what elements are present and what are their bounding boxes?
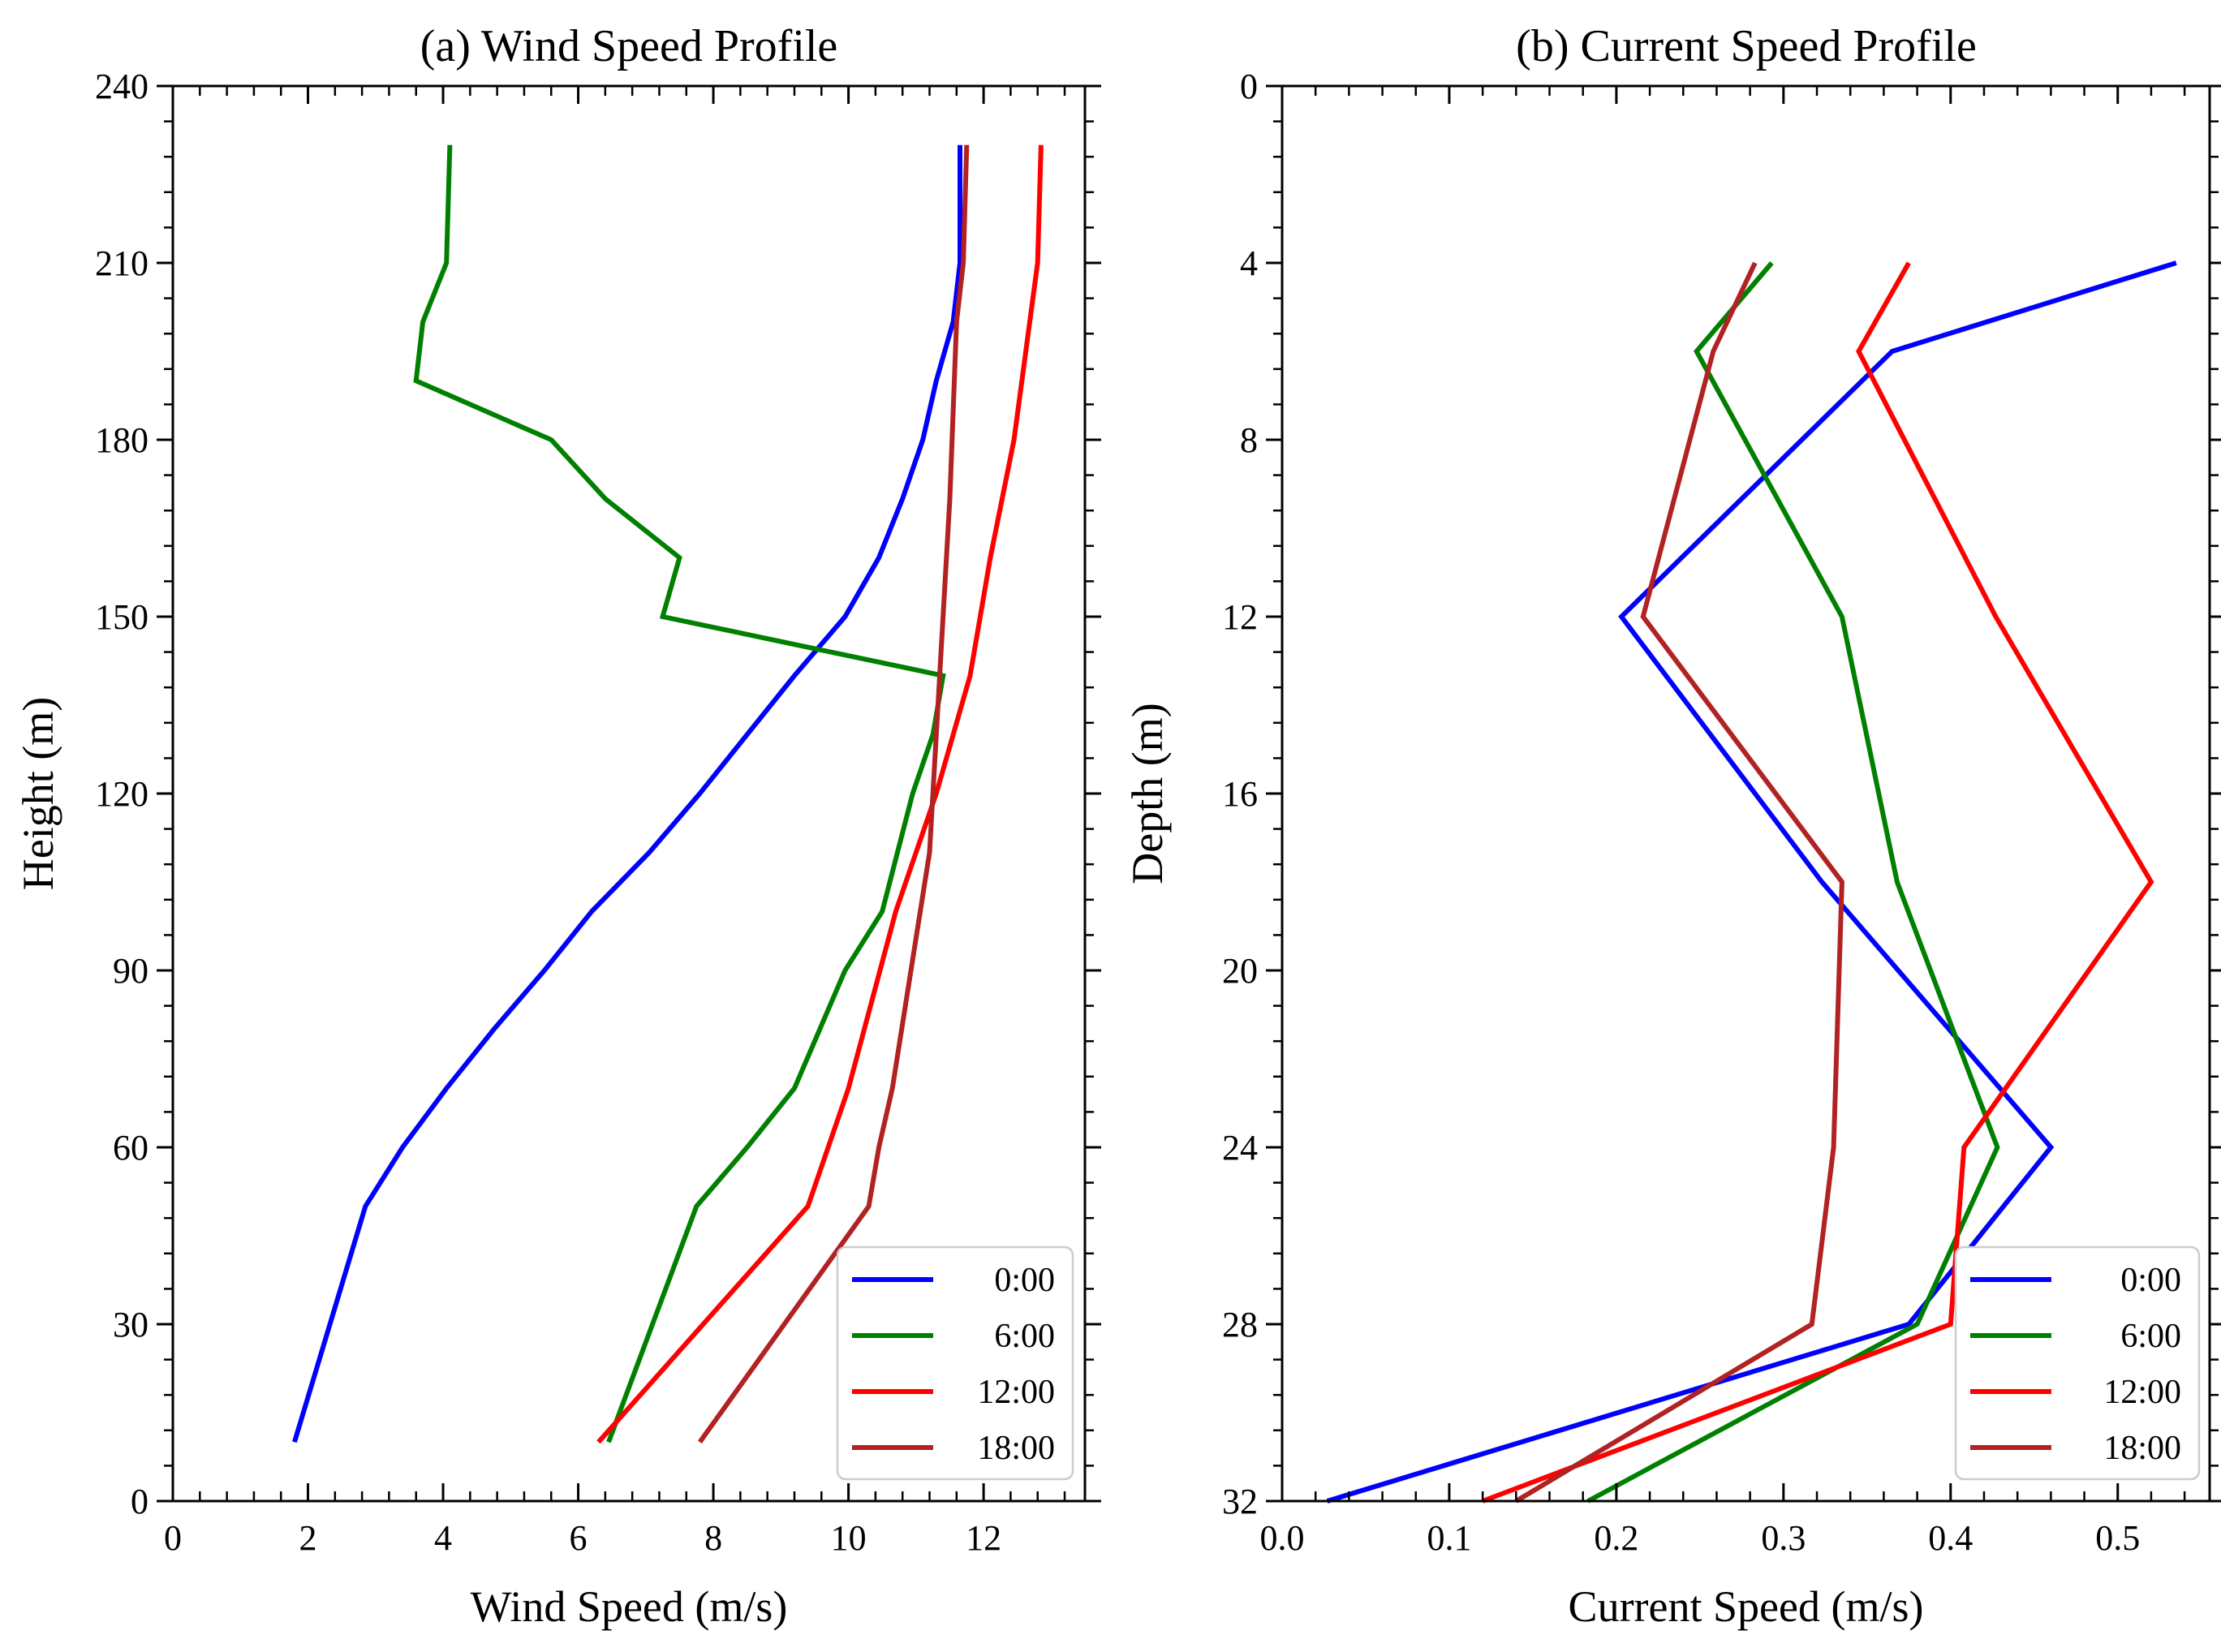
y-tick-label: 32	[1222, 1482, 1258, 1521]
x-tick-label: 0.3	[1761, 1518, 1806, 1558]
y-tick-label: 16	[1222, 774, 1258, 814]
x-tick-label: 6	[570, 1518, 588, 1558]
panel-current-speed: 0.0 0.1 0.2 0.3 0.4 0.5 0 4 8 12 16 20 24 28 32 (b) Cur…	[1123, 21, 2221, 1631]
legend-label: 18:00	[2103, 1430, 2181, 1467]
legend-box	[1954, 1245, 2201, 1481]
y-tick-label: 180	[95, 420, 148, 460]
y-tick-label: 8	[1240, 420, 1258, 460]
legend-label: 6:00	[994, 1318, 1055, 1355]
series-line-000	[292, 144, 962, 1443]
legend: 0:00 6:00 12:00 18:00	[1954, 1245, 2201, 1481]
y-tick-label: 120	[95, 774, 148, 814]
y-tick-label: 20	[1222, 951, 1258, 991]
chart-title: (b) Current Speed Profile	[1516, 21, 1977, 71]
legend-label: 12:00	[977, 1374, 1055, 1411]
x-axis-label: Current Speed (m/s)	[1569, 1582, 1924, 1631]
y-tick-label: 4	[1240, 243, 1258, 283]
legend-label: 18:00	[977, 1430, 1055, 1467]
series-line-1200	[596, 144, 1044, 1444]
x-tick-label: 8	[704, 1518, 722, 1558]
series-line-000	[1326, 260, 2177, 1504]
legend-label: 12:00	[2103, 1374, 2181, 1411]
y-axis-label: Depth (m)	[1123, 703, 1172, 884]
series-line-1800	[1514, 261, 1844, 1504]
y-tick-label: 150	[95, 597, 148, 637]
x-tick-label: 0.4	[1928, 1518, 1973, 1558]
y-tick-label: 240	[95, 67, 148, 106]
x-tick-label: 0.2	[1594, 1518, 1638, 1558]
x-tick-label: 0	[164, 1518, 182, 1558]
y-tick-label: 12	[1222, 597, 1258, 637]
legend-label: 6:00	[2120, 1318, 2181, 1355]
x-tick-label: 12	[966, 1518, 1001, 1558]
x-tick-label: 4	[434, 1518, 452, 1558]
x-axis-label: Wind Speed (m/s)	[471, 1582, 788, 1631]
x-tick-label: 0.0	[1260, 1518, 1305, 1558]
y-tick-label: 24	[1222, 1128, 1258, 1168]
x-tick-label: 2	[299, 1518, 317, 1558]
x-tick-label: 0.1	[1427, 1518, 1471, 1558]
y-tick-label: 30	[113, 1305, 148, 1344]
y-tick-label: 60	[113, 1128, 148, 1168]
legend-label: 0:00	[994, 1262, 1055, 1299]
y-tick-label: 0	[1240, 67, 1258, 106]
series-line-1800	[697, 144, 970, 1444]
legend: 0:00 6:00 12:00 18:00	[836, 1245, 1074, 1481]
x-tick-label: 10	[831, 1518, 867, 1558]
chart-title: (a) Wind Speed Profile	[420, 21, 838, 71]
x-tick-label: 0.5	[2095, 1518, 2140, 1558]
y-tick-label: 28	[1222, 1305, 1258, 1344]
y-tick-label: 210	[95, 243, 148, 283]
series-line-600	[1586, 261, 2000, 1504]
y-tick-label: 90	[113, 951, 148, 991]
series-line-1200	[1482, 261, 2154, 1504]
legend-label: 0:00	[2120, 1262, 2181, 1299]
legend-box	[836, 1245, 1074, 1481]
y-tick-label: 0	[131, 1482, 148, 1521]
y-axis-label: Height (m)	[14, 697, 62, 890]
